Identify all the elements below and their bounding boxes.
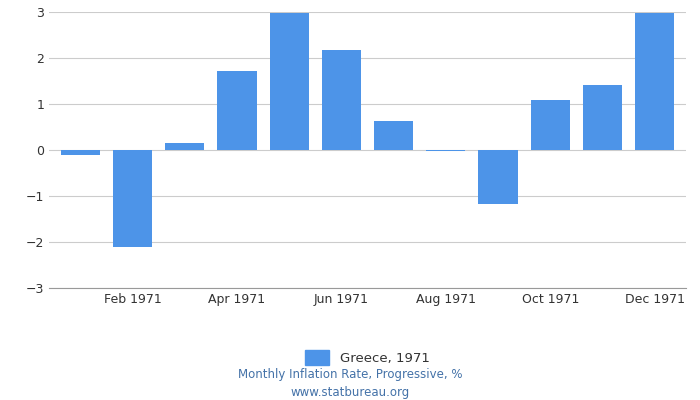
Bar <box>165 143 204 150</box>
Bar <box>113 150 152 246</box>
Bar <box>218 71 256 150</box>
Bar <box>479 150 517 204</box>
Bar <box>374 122 413 150</box>
Bar <box>322 50 361 150</box>
Bar <box>531 100 570 150</box>
Bar <box>635 13 674 150</box>
Bar <box>270 13 309 150</box>
Bar <box>583 85 622 150</box>
Bar <box>426 150 466 151</box>
Text: Monthly Inflation Rate, Progressive, %: Monthly Inflation Rate, Progressive, % <box>238 368 462 381</box>
Text: www.statbureau.org: www.statbureau.org <box>290 386 410 399</box>
Bar <box>61 150 100 154</box>
Legend: Greece, 1971: Greece, 1971 <box>300 344 435 370</box>
